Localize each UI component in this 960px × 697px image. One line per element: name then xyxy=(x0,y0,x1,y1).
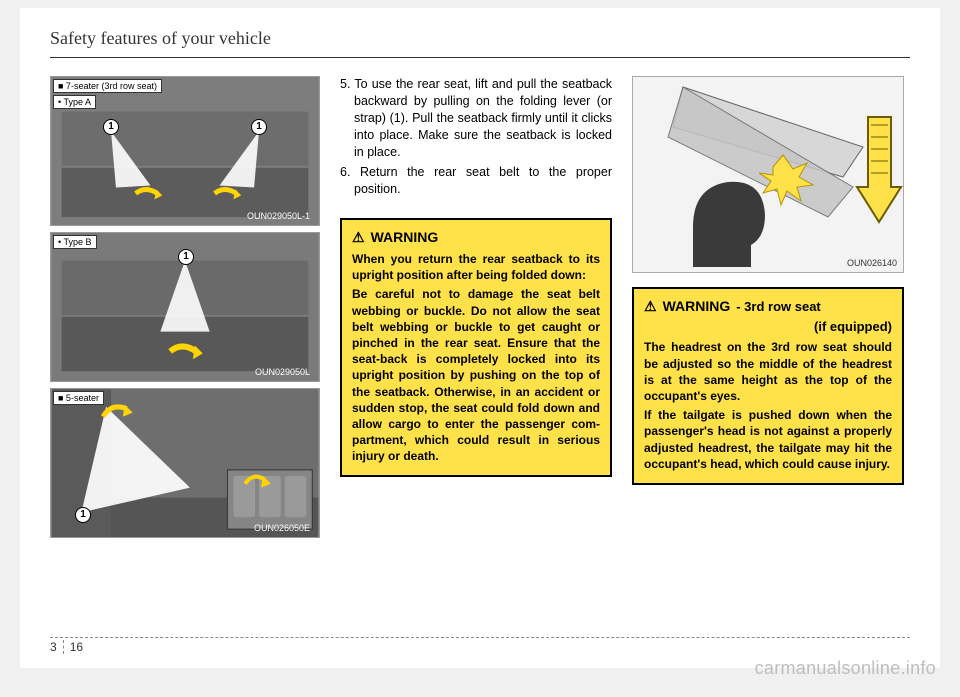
watermark: carmanualsonline.info xyxy=(755,658,936,679)
step-5: 5. To use the rear seat, lift and pull t… xyxy=(340,76,612,160)
step-6: 6. Return the rear seat belt to the prop… xyxy=(340,164,612,198)
footer-pages: 3 16 xyxy=(50,640,910,654)
warning-title: ⚠ WARNING xyxy=(352,228,600,247)
warning-label: WARNING xyxy=(371,228,439,247)
column-1: ■ 7-seater (3rd row seat) • Type A 1 1 O… xyxy=(50,76,320,538)
figure-badge: ■ 7-seater (3rd row seat) xyxy=(53,79,162,93)
warning-para: Be careful not to damage the seat belt w… xyxy=(352,286,600,464)
manual-page: Safety features of your vehicle ■ 7-seat… xyxy=(20,8,940,668)
page-header: Safety features of your vehicle xyxy=(50,28,910,55)
figure-7seater-typeB: • Type B 1 OUN029050L xyxy=(50,232,320,382)
figure-code: OUN026140 xyxy=(847,258,897,268)
warning-para: If the tailgate is pushed down when the … xyxy=(644,407,892,472)
illustration-svg xyxy=(633,77,904,273)
figure-code: OUN029050L-1 xyxy=(243,210,314,222)
type-badge: • Type B xyxy=(53,235,97,249)
warning-icon: ⚠ xyxy=(644,297,657,316)
photo-svg xyxy=(51,389,319,537)
callout-marker: 1 xyxy=(251,119,267,135)
footer-rule xyxy=(50,637,910,638)
callout-marker: 1 xyxy=(75,507,91,523)
figure-code: OUN026050E xyxy=(250,522,314,534)
warning-icon: ⚠ xyxy=(352,228,365,247)
column-2: 5. To use the rear seat, lift and pull t… xyxy=(340,76,612,538)
warning-box-2: ⚠ WARNING - 3rd row seat (if equipped) T… xyxy=(632,287,904,485)
body-text: 5. To use the rear seat, lift and pull t… xyxy=(340,76,612,202)
column-3: OUN026140 ⚠ WARNING - 3rd row seat (if e… xyxy=(632,76,904,538)
type-badge: • Type A xyxy=(53,95,96,109)
warning-subtitle: - 3rd row seat xyxy=(736,298,821,316)
figure-badge: ■ 5-seater xyxy=(53,391,104,405)
page-number: 16 xyxy=(70,640,83,654)
warning-para: The headrest on the 3rd row seat should … xyxy=(644,339,892,404)
warning-para: When you return the rear seatback to its… xyxy=(352,251,600,283)
content-columns: ■ 7-seater (3rd row seat) • Type A 1 1 O… xyxy=(50,76,910,538)
figure-5seater: ■ 5-seater 1 OUN026050E xyxy=(50,388,320,538)
callout-marker: 1 xyxy=(178,249,194,265)
header-rule xyxy=(50,57,910,58)
section-number: 3 xyxy=(50,640,64,654)
warning-box-1: ⚠ WARNING When you return the rear seatb… xyxy=(340,218,612,477)
callout-marker: 1 xyxy=(103,119,119,135)
page-footer: 3 16 xyxy=(50,637,910,654)
headrest-illustration: OUN026140 xyxy=(632,76,904,273)
warning-subtitle-line2: (if equipped) xyxy=(644,318,892,336)
figure-7seater-typeA: ■ 7-seater (3rd row seat) • Type A 1 1 O… xyxy=(50,76,320,226)
warning-label: WARNING xyxy=(663,297,731,316)
figure-code: OUN029050L xyxy=(251,366,314,378)
warning-title: ⚠ WARNING - 3rd row seat xyxy=(644,297,892,316)
